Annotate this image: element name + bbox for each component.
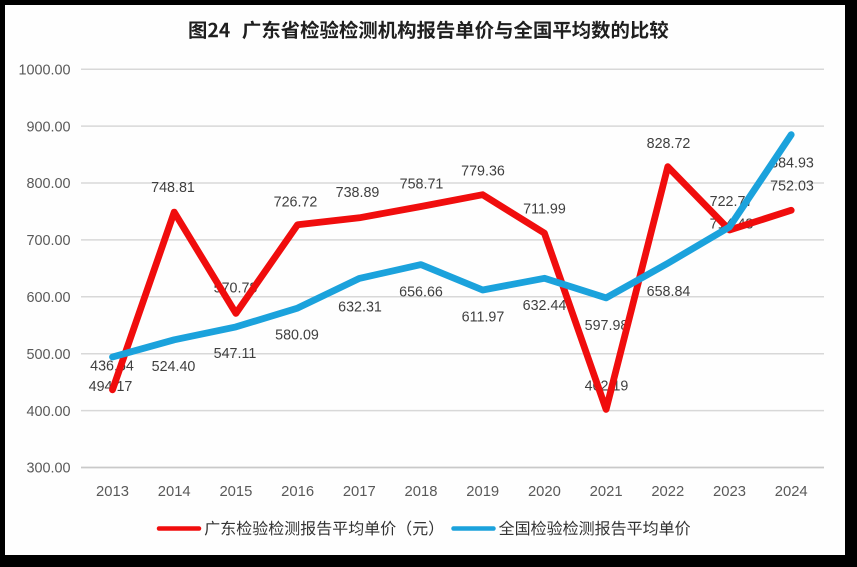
svg-text:2016: 2016 bbox=[281, 484, 314, 500]
svg-text:436.64: 436.64 bbox=[90, 359, 134, 375]
svg-text:2019: 2019 bbox=[466, 484, 499, 500]
svg-text:900.00: 900.00 bbox=[26, 119, 70, 135]
svg-text:738.89: 738.89 bbox=[336, 185, 380, 201]
svg-text:2017: 2017 bbox=[343, 484, 376, 500]
svg-text:748.81: 748.81 bbox=[151, 180, 195, 196]
svg-text:711.99: 711.99 bbox=[523, 202, 566, 218]
svg-text:300.00: 300.00 bbox=[26, 461, 70, 477]
svg-text:632.44: 632.44 bbox=[523, 298, 567, 314]
svg-text:656.66: 656.66 bbox=[399, 285, 443, 301]
svg-text:726.72: 726.72 bbox=[274, 195, 318, 211]
svg-text:2020: 2020 bbox=[528, 484, 561, 500]
svg-text:752.03: 752.03 bbox=[770, 179, 814, 195]
svg-text:2021: 2021 bbox=[590, 484, 623, 500]
svg-text:2013: 2013 bbox=[96, 484, 129, 500]
svg-text:2018: 2018 bbox=[405, 484, 438, 500]
svg-text:2024: 2024 bbox=[775, 484, 808, 500]
svg-text:700.00: 700.00 bbox=[26, 233, 70, 249]
svg-text:500.00: 500.00 bbox=[26, 347, 70, 363]
svg-text:779.36: 779.36 bbox=[461, 164, 505, 180]
svg-text:800.00: 800.00 bbox=[26, 176, 70, 192]
svg-text:1000.00: 1000.00 bbox=[18, 62, 70, 78]
svg-text:828.72: 828.72 bbox=[647, 136, 691, 152]
svg-text:884.93: 884.93 bbox=[770, 156, 814, 172]
svg-text:2023: 2023 bbox=[713, 484, 746, 500]
svg-text:2014: 2014 bbox=[158, 484, 191, 500]
svg-text:580.09: 580.09 bbox=[275, 328, 319, 344]
svg-text:611.97: 611.97 bbox=[462, 310, 505, 326]
svg-text:524.40: 524.40 bbox=[152, 359, 196, 375]
svg-text:758.71: 758.71 bbox=[400, 177, 444, 193]
svg-text:2022: 2022 bbox=[651, 484, 684, 500]
svg-text:400.00: 400.00 bbox=[26, 404, 70, 420]
svg-text:597.98: 597.98 bbox=[585, 318, 629, 334]
svg-text:600.00: 600.00 bbox=[26, 290, 70, 306]
svg-text:632.31: 632.31 bbox=[338, 300, 382, 316]
svg-text:547.11: 547.11 bbox=[214, 346, 257, 362]
svg-text:658.84: 658.84 bbox=[647, 284, 691, 300]
svg-text:402.19: 402.19 bbox=[585, 379, 629, 395]
svg-text:2015: 2015 bbox=[219, 484, 252, 500]
